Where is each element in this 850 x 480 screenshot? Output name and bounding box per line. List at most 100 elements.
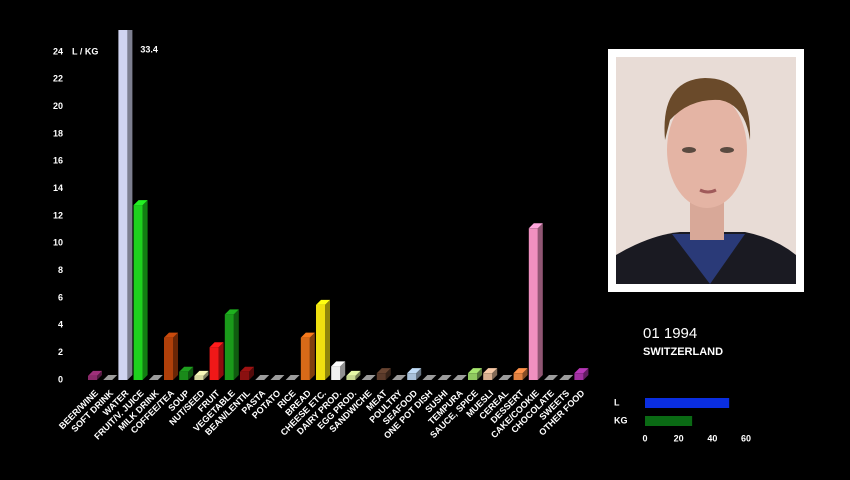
portrait <box>608 49 804 292</box>
bar-top <box>209 342 224 348</box>
bar-top <box>346 370 361 376</box>
bar <box>316 304 325 380</box>
bar-side <box>477 368 482 380</box>
bar-side <box>203 370 209 380</box>
bar-top <box>316 299 330 305</box>
bar <box>468 373 477 380</box>
bar-side <box>142 200 148 380</box>
x-tick-label: 20 <box>674 433 684 443</box>
bar-side <box>188 366 194 380</box>
bar-top <box>452 375 467 380</box>
y-tick-label: 18 <box>53 128 63 138</box>
bar-top <box>437 375 452 380</box>
bar <box>407 373 417 380</box>
bar <box>179 371 189 380</box>
bar <box>645 416 693 426</box>
eye <box>720 147 734 153</box>
y-tick-label: 8 <box>58 265 63 275</box>
bar <box>133 205 143 380</box>
bar-side <box>218 342 224 380</box>
y-tick-label: 4 <box>58 320 63 330</box>
bar-top <box>148 375 163 380</box>
plot <box>88 30 589 381</box>
y-tick-label: 14 <box>53 183 63 193</box>
bar-top <box>179 366 194 372</box>
bar-side <box>355 370 361 380</box>
bar-top <box>513 368 528 374</box>
bar-top <box>194 370 209 376</box>
bar-side <box>340 361 346 380</box>
bar-side <box>522 368 528 380</box>
bar-top <box>133 200 148 206</box>
bar-top <box>103 375 118 380</box>
bar-top <box>255 375 270 380</box>
bar-top <box>422 375 437 380</box>
bar-side <box>492 368 498 380</box>
bar <box>513 373 523 380</box>
bar <box>224 314 234 380</box>
bar-top <box>376 368 391 374</box>
bar <box>164 337 173 380</box>
bar-top <box>361 375 376 380</box>
bar <box>483 373 493 380</box>
bar <box>528 228 538 380</box>
y-tick-label: 24 <box>53 46 63 56</box>
y-tick-label: 10 <box>53 238 63 248</box>
date: 01 1994 <box>643 325 697 342</box>
y-tick-label: 22 <box>53 74 63 84</box>
bar-top <box>270 375 285 380</box>
mouth <box>699 188 717 194</box>
bar-side <box>416 368 422 380</box>
bar-top <box>544 375 558 380</box>
bar <box>194 375 204 380</box>
bar-top <box>559 375 574 380</box>
bar-top <box>240 366 254 372</box>
y-tick-label: 6 <box>58 292 63 302</box>
bar-side <box>325 299 330 380</box>
value-label: 33.4 <box>140 44 158 54</box>
bar <box>645 398 730 408</box>
bar-top <box>300 332 315 338</box>
face <box>667 92 747 208</box>
x-tick-label: 40 <box>707 433 717 443</box>
bar <box>88 375 97 380</box>
shirt <box>672 234 745 284</box>
bar-top <box>285 375 300 380</box>
bar-side <box>233 309 239 380</box>
bar-side <box>127 30 133 380</box>
y-tick-label: 12 <box>53 210 63 220</box>
bar-top <box>164 332 178 338</box>
bar-top <box>392 375 406 380</box>
bar-top <box>224 309 239 315</box>
eye <box>682 147 696 153</box>
bar <box>300 337 310 380</box>
hair <box>664 78 751 140</box>
bar <box>574 373 584 380</box>
legend-label: L <box>614 397 620 407</box>
bar-top <box>407 368 422 374</box>
bar-side <box>173 332 178 380</box>
bar <box>118 30 128 381</box>
legend-label: KG <box>614 415 628 425</box>
bar-top <box>483 368 498 374</box>
y-tick-label: 16 <box>53 156 63 166</box>
bar-side <box>385 368 391 380</box>
bar-side <box>583 368 589 380</box>
bar-top <box>331 361 346 367</box>
bar-top <box>468 368 482 374</box>
bar-side <box>97 370 102 380</box>
bar <box>376 373 386 380</box>
bar-side <box>249 366 254 380</box>
y-tick-label: 20 <box>53 101 63 111</box>
bar-side <box>537 223 543 380</box>
bar-top <box>88 370 102 376</box>
y-tick-label: 2 <box>58 347 63 357</box>
bar-top <box>528 223 543 229</box>
x-tick-label: 0 <box>642 433 647 443</box>
bar <box>209 347 219 380</box>
y-axis-label: L / KG <box>72 46 98 56</box>
bar <box>331 366 341 380</box>
x-tick-label: 60 <box>741 433 751 443</box>
bar-side <box>309 332 315 380</box>
